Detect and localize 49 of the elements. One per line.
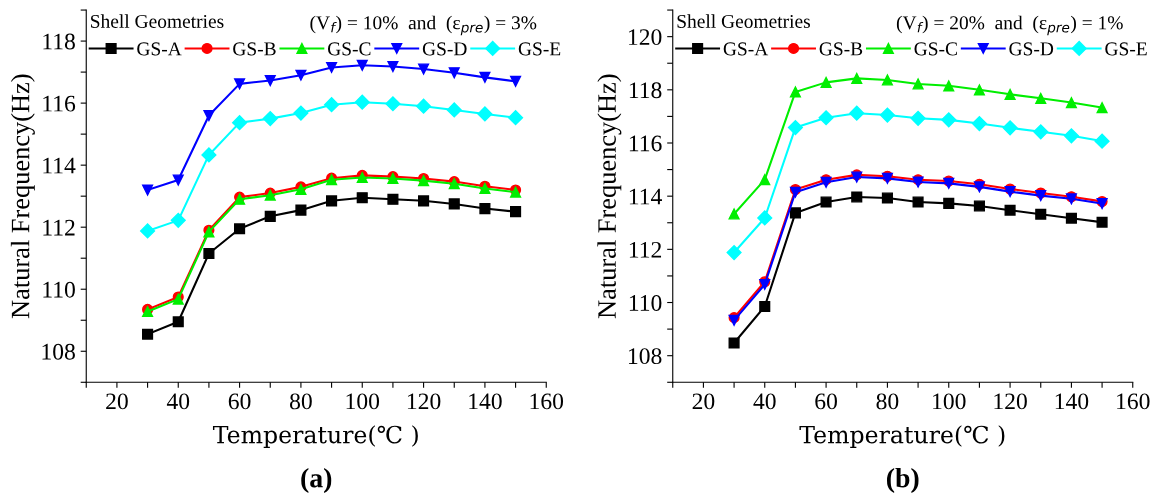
chart-subtitle: (V$_{f}$) = 10% and (ε$_{pre}$) = 3% bbox=[310, 15, 537, 36]
legend-label: GS-A bbox=[137, 42, 182, 56]
x-tick-label: 20 bbox=[106, 393, 128, 410]
x-tick-label: 120 bbox=[994, 393, 1027, 410]
legend-label: GS-A bbox=[723, 42, 769, 56]
x-tick-label: 140 bbox=[1055, 393, 1089, 410]
legend-label: GS-B bbox=[819, 42, 863, 56]
legend-label: GS-C bbox=[327, 42, 371, 56]
y-tick-label: 112 bbox=[629, 241, 662, 258]
chart-subtitle: (V$_{f}$) = 20% and (ε$_{pre}$) = 1% bbox=[896, 15, 1123, 36]
y-tick-label: 110 bbox=[43, 281, 75, 298]
legend-label: GS-D bbox=[1009, 42, 1054, 56]
x-tick-label: 60 bbox=[228, 393, 251, 410]
legend-label: GS-E bbox=[518, 42, 561, 56]
legend-label: GS-E bbox=[1105, 42, 1147, 56]
x-axis-title: Temperature(℃ ) bbox=[799, 425, 1005, 449]
y-tick-label: 118 bbox=[43, 33, 75, 50]
x-tick-label: 80 bbox=[876, 393, 899, 410]
y-tick-label: 116 bbox=[629, 135, 662, 152]
x-tick-label: 80 bbox=[290, 393, 312, 410]
y-axis-title: Natural Frequency(Hz) bbox=[597, 74, 622, 319]
x-tick-label: 140 bbox=[469, 393, 502, 410]
y-tick-label: 120 bbox=[628, 29, 662, 46]
x-tick-label: 100 bbox=[346, 393, 380, 410]
legend-title: Shell Geometries bbox=[91, 14, 224, 28]
legend-label: GS-C bbox=[914, 42, 957, 56]
y-tick-label: 114 bbox=[43, 157, 76, 174]
x-tick-label: 160 bbox=[1117, 393, 1150, 410]
y-tick-label: 116 bbox=[43, 95, 76, 112]
text: (a) bbox=[301, 467, 332, 494]
y-tick-label: 110 bbox=[629, 295, 662, 311]
y-tick-label: 108 bbox=[628, 348, 662, 365]
x-tick-label: 100 bbox=[933, 393, 966, 410]
y-tick-label: 112 bbox=[43, 219, 75, 236]
y-tick-label: 108 bbox=[42, 343, 75, 360]
legend-label: GS-D bbox=[422, 42, 467, 56]
x-tick-label: 60 bbox=[815, 393, 837, 410]
legend-title: Shell Geometries bbox=[677, 14, 810, 28]
x-tick-label: 120 bbox=[407, 393, 441, 410]
x-tick-label: 160 bbox=[530, 393, 564, 410]
x-tick-label: 40 bbox=[166, 393, 190, 410]
legend-label: GS-B bbox=[233, 42, 276, 56]
x-axis-title: Temperature(℃ ) bbox=[212, 425, 418, 449]
x-tick-label: 20 bbox=[692, 393, 715, 410]
y-tick-label: 118 bbox=[629, 82, 662, 99]
y-axis-title: Natural Frequency(Hz) bbox=[10, 74, 35, 319]
y-tick-label: 114 bbox=[629, 188, 662, 205]
text: (b) bbox=[887, 467, 919, 494]
x-tick-label: 40 bbox=[753, 393, 776, 410]
